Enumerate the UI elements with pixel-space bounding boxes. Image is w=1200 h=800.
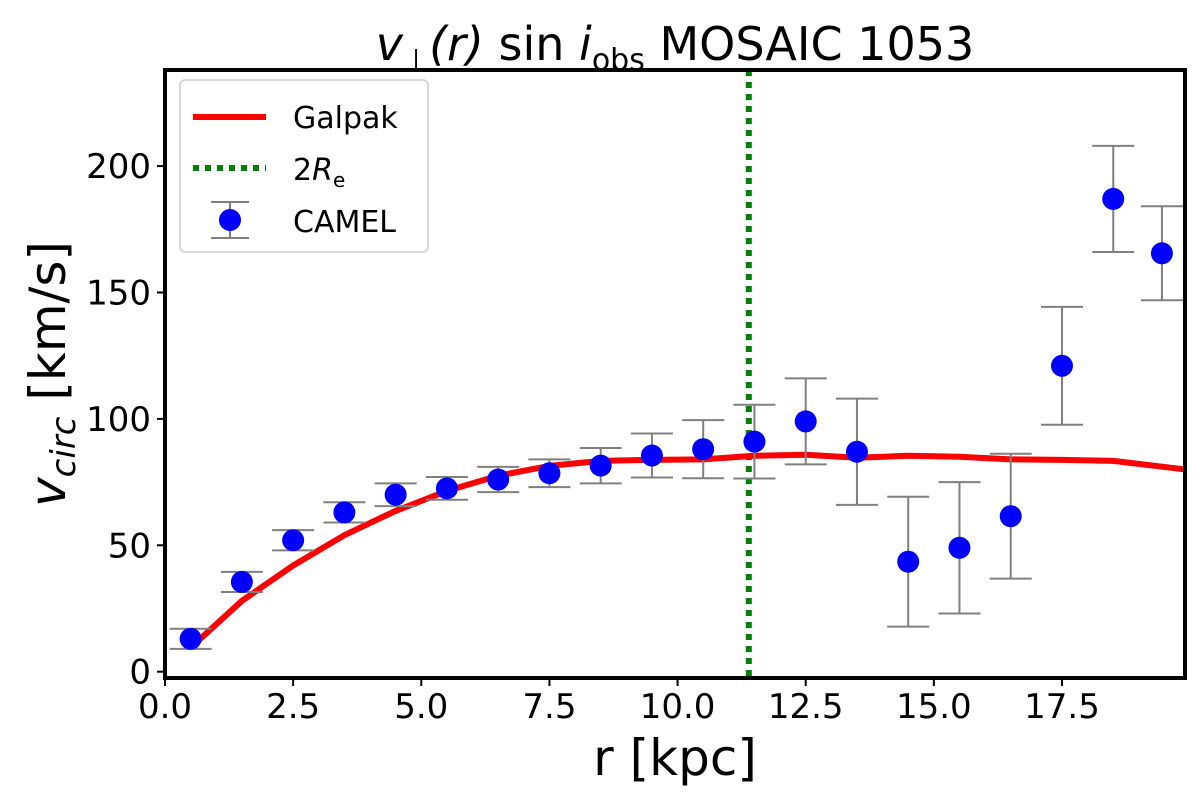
camel-point (384, 483, 407, 506)
x-tick-label: 2.5 (266, 687, 320, 727)
camel-errorbar-15 (938, 481, 981, 615)
legend: Galpak 2Re CAMEL (179, 79, 429, 253)
camel-errorbar-5 (425, 476, 468, 501)
camel-point (333, 501, 356, 524)
camel-point (948, 536, 971, 559)
legend-2re-two: 2 (293, 153, 312, 188)
title-v: v (376, 17, 404, 71)
camel-point (179, 627, 202, 650)
camel-errorbar-6 (477, 465, 520, 494)
camel-errorbar-10 (682, 419, 725, 480)
camel-errorbar-3 (323, 501, 366, 524)
x-tick-label: 0.0 (138, 687, 192, 727)
x-tick-label: 12.5 (768, 687, 844, 727)
camel-errorbar-8 (579, 446, 622, 485)
camel-errorbar-7 (528, 458, 571, 489)
camel-point (743, 430, 766, 453)
camel-point (794, 410, 817, 433)
camel-errorbar-14 (887, 495, 930, 628)
camel-point (692, 438, 715, 461)
camel-errorbar-19 (1140, 205, 1183, 302)
legend-2re-sub: e (333, 168, 345, 192)
chart-title: v⊥(r) sin iobs MOSAIC 1053 (376, 17, 975, 78)
legend-box (179, 79, 429, 253)
x-tick-label: 7.5 (522, 687, 576, 727)
camel-point (538, 462, 561, 485)
camel-errorbar-11 (733, 403, 776, 480)
camel-point (487, 468, 510, 491)
plot-area: 0.0 2.5 5.0 7.5 10.0 12.5 15.0 17.5 0 50 100 150 200 (86, 68, 1187, 727)
y-tick-label: 200 (86, 147, 151, 187)
galpak-line (188, 451, 1186, 650)
camel-point (1050, 354, 1073, 377)
y-tick-label: 150 (86, 273, 151, 313)
title-i: i (579, 17, 592, 71)
y-axis-label: vcirc [km/s] (19, 241, 84, 507)
camel-errorbar-18 (1092, 144, 1135, 254)
camel-point (1150, 242, 1173, 265)
y-tick-label: 100 (86, 400, 151, 440)
plot-frame (163, 68, 1187, 680)
camel-point (230, 570, 253, 593)
x-axis-label: r [kpc] (593, 729, 757, 787)
y-tick-label: 0 (129, 653, 151, 693)
camel-errorbar-2 (272, 529, 315, 552)
camel-point (845, 440, 868, 463)
ylabel-unit: [km/s] (19, 241, 77, 416)
camel-point (897, 550, 920, 573)
legend-galpak-label: Galpak (293, 101, 398, 136)
camel-errorbar-0 (169, 627, 212, 650)
title-r: (r) (429, 17, 484, 71)
legend-2re-label: 2Re (293, 153, 345, 192)
camel-point (589, 454, 612, 477)
ylabel-v: v (19, 476, 77, 507)
camel-errorbar-4 (374, 482, 417, 508)
legend-camel-label: CAMEL (293, 205, 396, 240)
camel-point (435, 477, 458, 500)
camel-errorbar-12 (784, 377, 827, 466)
camel-point (1102, 187, 1125, 210)
title-rest: MOSAIC 1053 (645, 17, 974, 71)
x-tick-label: 5.0 (394, 687, 448, 727)
x-tick-label: 10.0 (640, 687, 716, 727)
camel-errorbar-1 (220, 570, 263, 594)
title-sin: sin (484, 17, 579, 71)
camel-errorbar-17 (1040, 305, 1083, 426)
camel-errorbar-9 (630, 432, 673, 479)
y-tick-label: 50 (108, 526, 151, 566)
camel-point (999, 505, 1022, 528)
camel-point (640, 444, 663, 467)
legend-2re-R: R (312, 153, 333, 188)
camel-errorbar-13 (835, 397, 878, 506)
ylabel-sub: circ (44, 416, 84, 477)
x-tick-label: 17.5 (1024, 687, 1100, 727)
x-tick-label: 15.0 (896, 687, 972, 727)
camel-errorbar-16 (989, 452, 1032, 580)
legend-camel-swatch (211, 201, 249, 239)
camel-point (282, 529, 305, 552)
